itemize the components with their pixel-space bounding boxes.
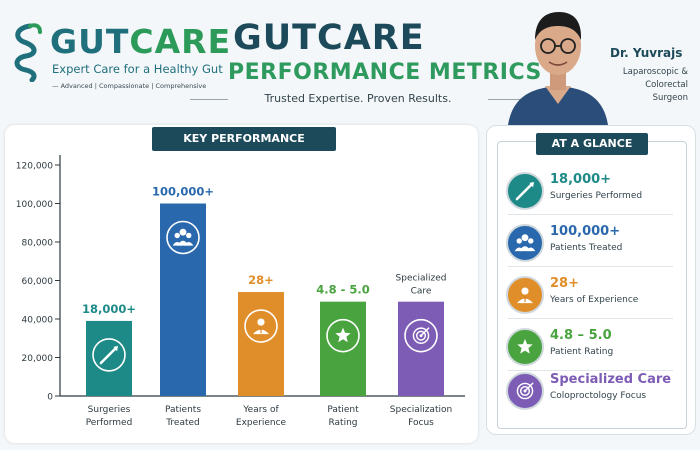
performance-bar-chart: 0 20,000 40,000 60,000 80,000 100,000 120,000 1… bbox=[16, 155, 465, 428]
glance-icon-circle bbox=[506, 276, 544, 314]
x-tick-label: Years of bbox=[242, 405, 279, 415]
x-tick-label: Surgeries bbox=[88, 405, 131, 415]
x-tick-label: Experience bbox=[236, 418, 287, 428]
bar bbox=[320, 301, 366, 396]
bar-icon-ring bbox=[326, 318, 360, 353]
title-line-2: PERFORMANCE METRICS bbox=[228, 60, 542, 85]
data-label: Care bbox=[411, 287, 432, 297]
header-tagline: Trusted Expertise. Proven Results. bbox=[190, 92, 526, 105]
x-tick-label: Rating bbox=[328, 418, 357, 428]
x-tick-label: Specialization bbox=[390, 405, 452, 415]
data-label: 100,000+ bbox=[152, 185, 214, 199]
people-icon bbox=[172, 228, 194, 246]
bar-icon-ring bbox=[404, 318, 438, 353]
target-icon bbox=[412, 327, 430, 344]
glance-icon-svg bbox=[514, 234, 536, 252]
glance-value: 4.8 – 5.0 bbox=[550, 328, 612, 343]
bar-icon-ring bbox=[244, 309, 278, 343]
scalpel-icon bbox=[515, 182, 534, 201]
scalpel-icon bbox=[99, 345, 118, 365]
glance-label: Patients Treated bbox=[550, 243, 623, 253]
glance-label: Surgeries Performed bbox=[550, 191, 643, 201]
data-label: 28+ bbox=[248, 273, 274, 287]
title-line-1: GUTCARE bbox=[233, 18, 425, 58]
y-tick-label: 40,000 bbox=[22, 316, 54, 326]
doctor-role-line-1: Laparoscopic & bbox=[622, 67, 688, 77]
chart-title: KEY PERFORMANCE OVERVIEW bbox=[152, 127, 336, 169]
x-tick-label: Performed bbox=[86, 418, 133, 428]
data-label: 18,000+ bbox=[82, 302, 136, 316]
glance-icon-svg bbox=[515, 182, 534, 201]
glance-label: Years of Experience bbox=[550, 295, 639, 305]
glance-divider bbox=[508, 214, 673, 215]
x-tick-label: Patient bbox=[327, 405, 359, 415]
glance-divider bbox=[508, 266, 673, 267]
x-tick-label: Patients bbox=[165, 405, 201, 415]
glance-label: Coloproctology Focus bbox=[550, 391, 647, 401]
target-icon bbox=[516, 382, 534, 400]
glance-icon-svg bbox=[516, 287, 534, 304]
glance-icon-svg bbox=[517, 338, 533, 354]
glance-value: 100,000+ bbox=[550, 224, 621, 239]
glance-item: Specialized Care Coloproctology Focus bbox=[506, 372, 681, 424]
glance-item: 18,000+ Surgeries Performed bbox=[506, 172, 681, 224]
y-tick-label: 0 bbox=[47, 393, 53, 403]
star-icon bbox=[335, 327, 351, 343]
glance-title: AT A GLANCE bbox=[536, 133, 648, 155]
doctor-icon bbox=[252, 318, 270, 335]
bar bbox=[238, 292, 284, 396]
gut-logo-icon bbox=[14, 23, 42, 82]
brand-subtitle: — Advanced | Compassionate | Comprehensi… bbox=[52, 82, 207, 90]
glance-icon-circle bbox=[506, 328, 544, 366]
doctor-role-line-2: Colorectal Surgeon bbox=[645, 80, 688, 103]
glance-icon-circle bbox=[506, 372, 544, 410]
doctor-role: Laparoscopic & Colorectal Surgeon bbox=[612, 66, 688, 105]
y-tick-label: 80,000 bbox=[22, 239, 54, 249]
glance-label: Patient Rating bbox=[550, 347, 614, 357]
brand-name: GUTCARE bbox=[50, 22, 232, 61]
doctor-photo bbox=[508, 12, 608, 125]
people-icon bbox=[514, 234, 536, 252]
y-tick-label: 120,000 bbox=[16, 162, 53, 172]
glance-divider bbox=[508, 370, 673, 371]
x-tick-label: Focus bbox=[408, 418, 434, 428]
glance-value: Specialized Care bbox=[550, 372, 672, 387]
doctor-icon bbox=[516, 287, 534, 304]
y-tick-label: 100,000 bbox=[16, 200, 53, 210]
y-tick-label: 60,000 bbox=[22, 277, 54, 287]
glance-item: 100,000+ Patients Treated bbox=[506, 224, 681, 276]
glance-icon-circle bbox=[506, 172, 544, 210]
glance-value: 28+ bbox=[550, 276, 579, 291]
glance-icon-svg bbox=[516, 382, 534, 400]
bar-icon-ring bbox=[92, 338, 126, 372]
star-icon bbox=[517, 338, 533, 354]
glance-divider bbox=[508, 318, 673, 319]
bar bbox=[398, 301, 444, 396]
glance-icon-circle bbox=[506, 224, 544, 262]
glance-value: 18,000+ bbox=[550, 172, 612, 187]
bar-icon-ring bbox=[166, 220, 200, 255]
doctor-name: Dr. Yuvrajs bbox=[610, 46, 683, 60]
brand-tagline: Expert Care for a Healthy Gut bbox=[52, 62, 223, 76]
x-tick-label: Treated bbox=[165, 418, 200, 428]
data-label: 4.8 - 5.0 bbox=[316, 283, 370, 297]
data-label: Specialized bbox=[396, 274, 447, 284]
glance-item: 28+ Years of Experience bbox=[506, 276, 681, 328]
glance-item: 4.8 – 5.0 Patient Rating bbox=[506, 328, 681, 380]
y-tick-label: 20,000 bbox=[22, 354, 54, 364]
